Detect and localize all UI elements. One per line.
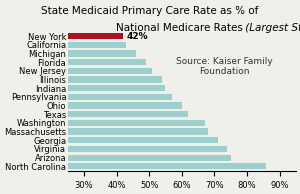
Bar xyxy=(0,128,208,135)
Bar xyxy=(0,94,172,100)
Bar xyxy=(0,163,266,170)
Bar xyxy=(0,146,227,152)
Bar xyxy=(0,76,162,83)
Bar xyxy=(0,33,123,39)
Text: Source: Kaiser Family
Foundation: Source: Kaiser Family Foundation xyxy=(176,57,272,76)
Text: (Largest States, 2012): (Largest States, 2012) xyxy=(242,23,300,33)
Bar xyxy=(0,111,188,117)
Text: State Medicaid Primary Care Rate as % of: State Medicaid Primary Care Rate as % of xyxy=(41,6,259,16)
Bar xyxy=(0,155,231,161)
Text: National Medicare Rates: National Medicare Rates xyxy=(116,23,242,33)
Bar xyxy=(0,68,152,74)
Bar xyxy=(0,50,136,57)
Bar xyxy=(0,42,126,48)
Bar xyxy=(0,59,146,65)
Bar xyxy=(0,120,205,126)
Bar xyxy=(0,137,218,143)
Bar xyxy=(0,102,182,109)
Bar xyxy=(0,85,166,91)
Text: 42%: 42% xyxy=(127,32,148,41)
